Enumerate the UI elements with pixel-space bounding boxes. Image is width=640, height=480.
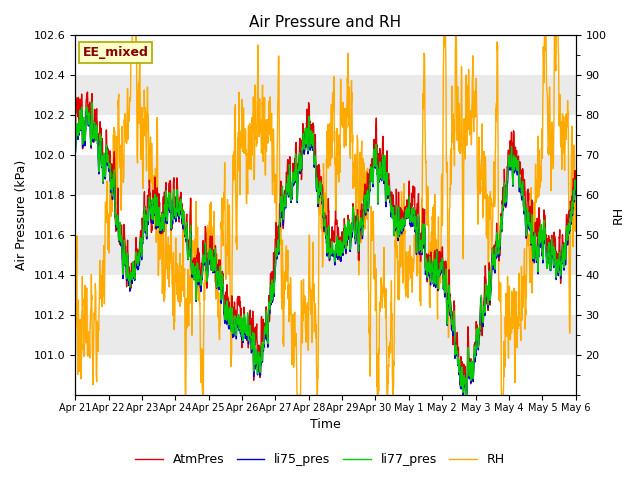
Bar bbox=[75, 235, 576, 275]
li77_pres bbox=[542, 244, 550, 250]
li75_pres bbox=[211, 270, 219, 276]
AtmPres bbox=[528, 197, 536, 203]
li75_pres bbox=[462, 399, 470, 405]
RH bbox=[351, 156, 358, 162]
Y-axis label: Air Pressure (kPa): Air Pressure (kPa) bbox=[15, 160, 28, 270]
li77_pres bbox=[471, 354, 479, 360]
Bar bbox=[75, 156, 576, 195]
AtmPres bbox=[84, 89, 92, 95]
AtmPres bbox=[211, 270, 219, 276]
AtmPres bbox=[471, 356, 479, 362]
li75_pres bbox=[471, 359, 479, 365]
AtmPres bbox=[351, 223, 358, 228]
Title: Air Pressure and RH: Air Pressure and RH bbox=[250, 15, 401, 30]
Y-axis label: RH: RH bbox=[612, 206, 625, 224]
Legend: AtmPres, li75_pres, li77_pres, RH: AtmPres, li75_pres, li77_pres, RH bbox=[130, 448, 510, 471]
li75_pres bbox=[528, 214, 536, 219]
RH bbox=[182, 392, 189, 398]
li75_pres bbox=[340, 240, 348, 246]
li75_pres bbox=[572, 185, 580, 191]
RH bbox=[542, 33, 550, 38]
li75_pres bbox=[71, 150, 79, 156]
AtmPres bbox=[463, 398, 470, 404]
RH bbox=[528, 264, 536, 270]
AtmPres bbox=[340, 238, 348, 243]
li75_pres bbox=[351, 228, 358, 234]
RH bbox=[471, 105, 479, 110]
RH bbox=[211, 279, 219, 285]
RH bbox=[340, 113, 348, 119]
Line: li77_pres: li77_pres bbox=[75, 103, 576, 397]
Line: RH: RH bbox=[75, 36, 576, 395]
li77_pres bbox=[71, 147, 79, 153]
li77_pres bbox=[211, 267, 219, 273]
li77_pres bbox=[340, 237, 348, 242]
li77_pres bbox=[462, 394, 470, 400]
AtmPres bbox=[71, 129, 79, 134]
AtmPres bbox=[572, 180, 580, 186]
X-axis label: Time: Time bbox=[310, 419, 341, 432]
li77_pres bbox=[88, 100, 96, 106]
Line: li75_pres: li75_pres bbox=[75, 106, 576, 402]
li77_pres bbox=[351, 226, 358, 231]
li77_pres bbox=[528, 212, 536, 217]
li75_pres bbox=[88, 103, 96, 109]
RH bbox=[129, 33, 136, 38]
Line: AtmPres: AtmPres bbox=[75, 92, 576, 401]
Bar bbox=[75, 315, 576, 355]
Bar bbox=[75, 75, 576, 115]
RH bbox=[71, 312, 79, 318]
Text: EE_mixed: EE_mixed bbox=[83, 46, 148, 59]
RH bbox=[572, 212, 580, 218]
li75_pres bbox=[542, 245, 550, 251]
AtmPres bbox=[542, 232, 550, 238]
li77_pres bbox=[572, 181, 580, 187]
